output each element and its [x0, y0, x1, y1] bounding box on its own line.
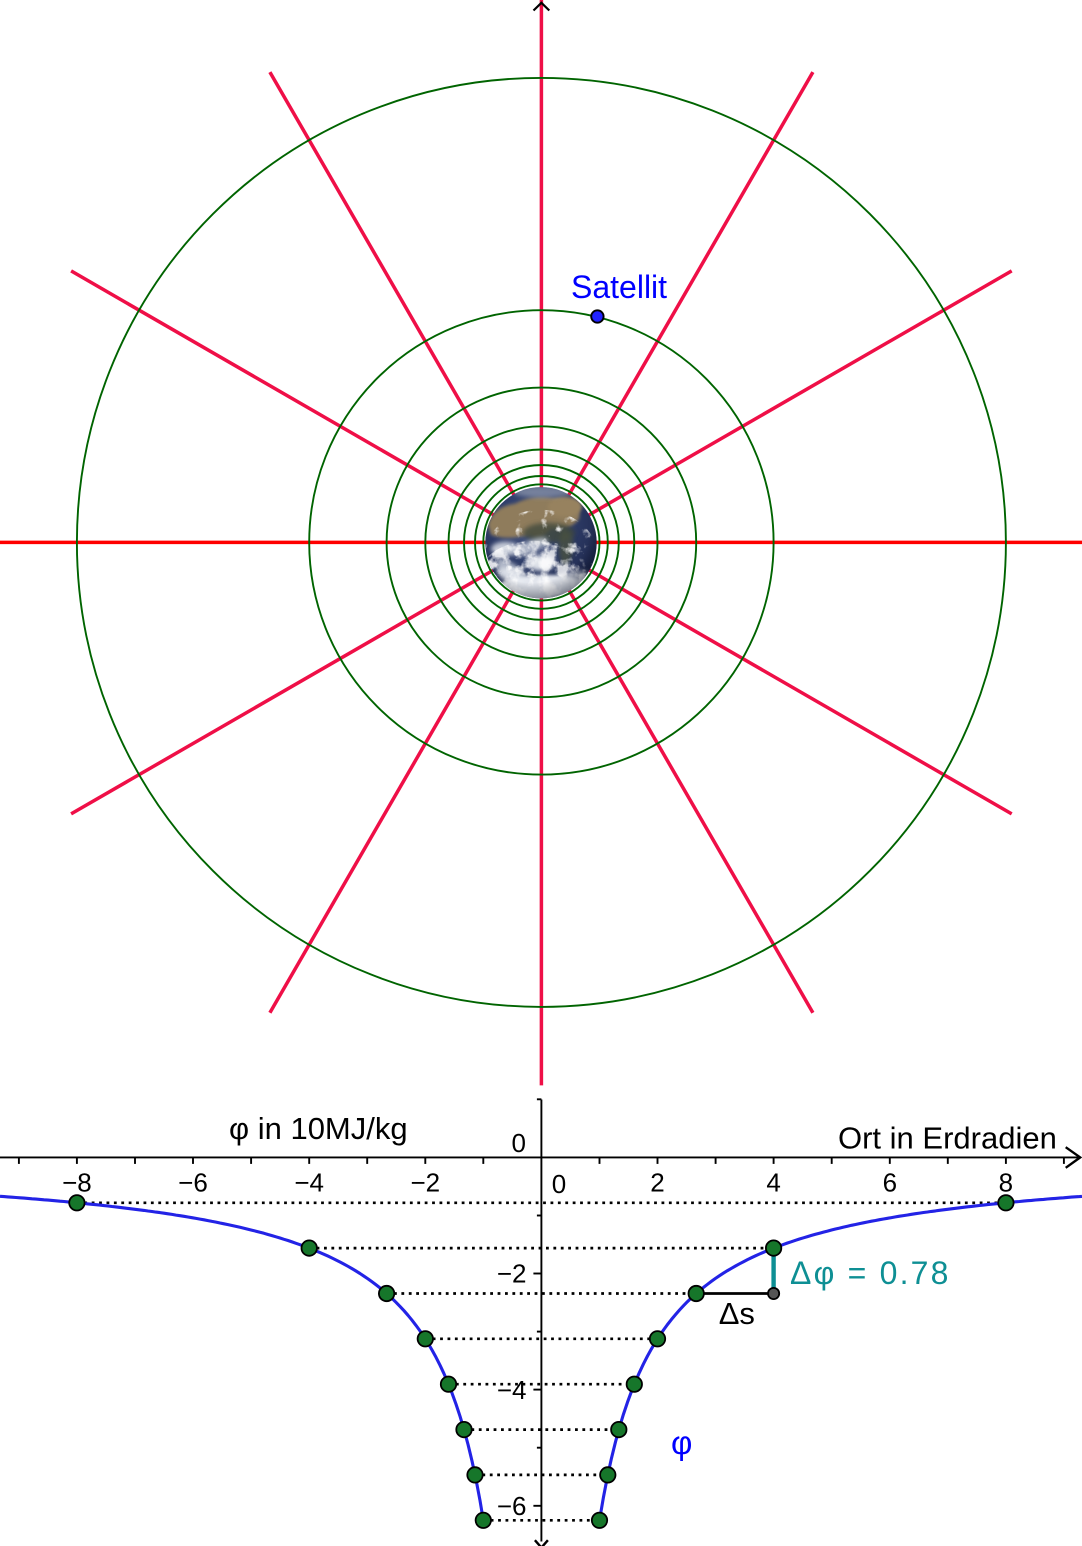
svg-text:−2: −2 — [410, 1168, 440, 1198]
svg-text:0: 0 — [552, 1169, 566, 1199]
svg-text:Δs: Δs — [719, 1296, 755, 1331]
svg-text:φ in 10MJ/kg: φ in 10MJ/kg — [229, 1111, 408, 1146]
svg-text:−4: −4 — [497, 1375, 527, 1405]
svg-text:−4: −4 — [294, 1168, 324, 1198]
svg-text:0: 0 — [512, 1128, 526, 1158]
svg-text:2: 2 — [650, 1168, 664, 1198]
svg-text:φ: φ — [671, 1424, 692, 1461]
svg-text:−8: −8 — [62, 1168, 92, 1198]
svg-text:−6: −6 — [497, 1491, 527, 1521]
svg-text:−2: −2 — [497, 1259, 527, 1289]
svg-text:Satellit: Satellit — [571, 269, 667, 305]
svg-text:6: 6 — [883, 1168, 897, 1198]
svg-text:Δφ = 0.78: Δφ = 0.78 — [790, 1255, 951, 1291]
svg-text:4: 4 — [766, 1168, 780, 1198]
svg-text:−6: −6 — [178, 1168, 208, 1198]
svg-text:Ort in Erdradien: Ort in Erdradien — [838, 1121, 1057, 1156]
svg-text:8: 8 — [999, 1168, 1013, 1198]
